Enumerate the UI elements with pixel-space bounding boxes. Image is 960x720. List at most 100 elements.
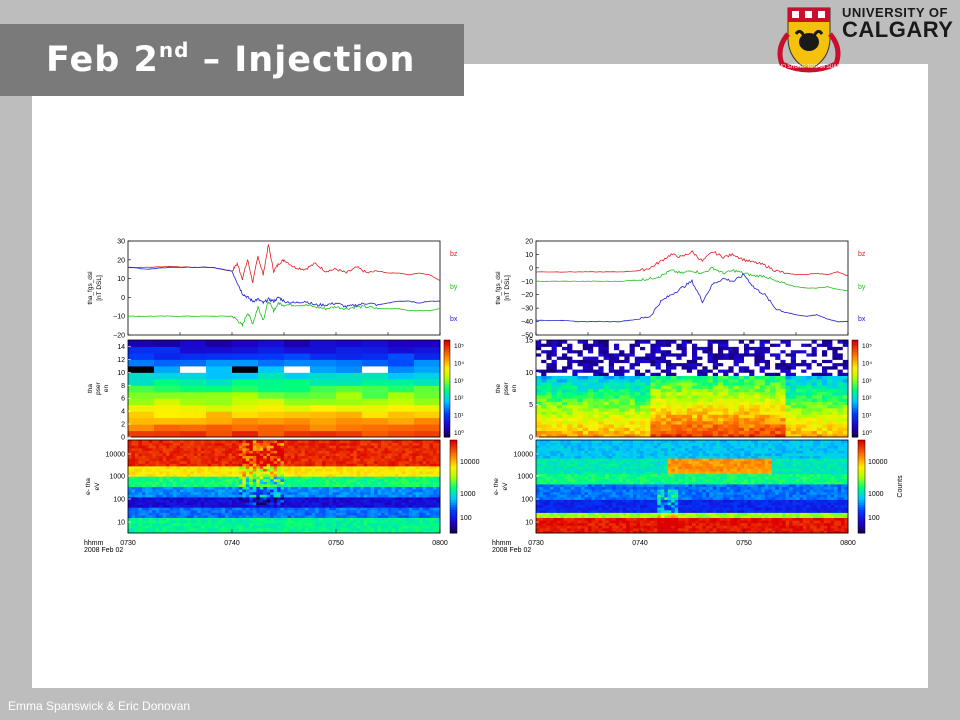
heatmap-cell	[775, 365, 781, 370]
heatmap-cell	[159, 455, 164, 459]
heatmap-cell	[155, 483, 160, 487]
slide-title: Feb 2nd – Injection	[46, 38, 416, 80]
heatmap-cell	[235, 458, 240, 462]
heatmap-cell	[676, 375, 683, 380]
heatmap-cell	[318, 473, 323, 477]
heatmap-cell	[718, 385, 724, 389]
heatmap-cell	[391, 455, 396, 459]
heatmap-cell	[332, 483, 337, 487]
heatmap-cell	[801, 417, 807, 422]
heatmap-cell	[270, 452, 275, 456]
heatmap-cell	[356, 517, 361, 521]
heatmap-cell	[159, 499, 164, 503]
heatmap-cell	[155, 509, 160, 513]
heatmap-cell	[780, 385, 787, 389]
heatmap-cell	[629, 362, 636, 367]
heatmap-cell	[145, 442, 150, 446]
heatmap-cell	[546, 433, 553, 438]
heatmap-cell	[723, 411, 729, 415]
heatmap-cell	[214, 471, 219, 475]
heatmap-cell	[796, 404, 802, 409]
heatmap-cell	[221, 489, 226, 493]
heatmap-cell	[270, 507, 275, 511]
heatmap-cell	[329, 489, 334, 493]
heatmap-cell	[277, 530, 282, 534]
heatmap-cell	[301, 440, 306, 444]
heatmap-cell	[329, 502, 334, 506]
heatmap-cell	[180, 452, 184, 456]
heatmap-cell	[697, 433, 703, 438]
heatmap-cell	[770, 362, 776, 367]
heatmap-cell	[180, 530, 184, 534]
heatmap-cell	[245, 471, 250, 475]
heatmap-cell	[816, 407, 823, 412]
heatmap-cell	[744, 433, 750, 438]
heatmap-cell	[381, 507, 386, 511]
heatmap-cell	[388, 404, 415, 412]
heatmap-cell	[567, 430, 573, 435]
heatmap-cell	[173, 496, 178, 500]
heatmap-cell	[790, 430, 797, 435]
heatmap-cell	[377, 458, 382, 462]
heatmap-cell	[384, 527, 389, 531]
heatmap-cell	[634, 395, 641, 399]
heatmap-cell	[655, 424, 662, 428]
heatmap-cell	[336, 359, 363, 367]
heatmap-cell	[603, 395, 610, 399]
heatmap-cell	[154, 424, 181, 432]
heatmap-cell	[266, 440, 271, 444]
colorbar-cell	[444, 412, 450, 416]
heatmap-cell	[391, 440, 396, 444]
heatmap-cell	[308, 447, 313, 451]
heatmap-cell	[634, 417, 641, 422]
colorbar-cell	[852, 412, 858, 416]
heatmap-cell	[169, 496, 174, 500]
heatmap-cell	[134, 440, 139, 444]
heatmap-cell	[169, 465, 174, 469]
heatmap-cell	[204, 483, 209, 487]
heatmap-cell	[259, 440, 264, 444]
heatmap-cell	[816, 346, 823, 351]
heatmap-cell	[166, 530, 171, 534]
heatmap-cell	[588, 401, 594, 406]
heatmap-cell	[681, 372, 688, 376]
heatmap-cell	[733, 340, 740, 344]
heatmap-cell	[141, 455, 146, 459]
heatmap-cell	[290, 460, 295, 464]
heatmap-cell	[377, 491, 382, 495]
heatmap-cell	[294, 460, 299, 464]
heatmap-cell	[232, 520, 236, 524]
heatmap-cell	[655, 404, 662, 409]
heatmap-cell	[572, 411, 579, 415]
heatmap-cell	[394, 478, 399, 482]
heatmap-cell	[718, 420, 724, 425]
heatmap-cell	[645, 340, 651, 344]
heatmap-cell	[388, 491, 392, 495]
heatmap-cell	[342, 452, 347, 456]
heatmap-cell	[308, 481, 313, 485]
heatmap-cell	[572, 414, 579, 419]
heatmap-cell	[325, 476, 330, 480]
heatmap-cell	[242, 494, 247, 498]
heatmap-cell	[325, 445, 330, 449]
heatmap-cell	[398, 527, 403, 531]
heatmap-cell	[764, 365, 771, 370]
heatmap-cell	[232, 359, 259, 367]
heatmap-cell	[214, 517, 219, 521]
heatmap-cell	[394, 517, 399, 521]
heatmap-cell	[336, 481, 340, 485]
heatmap-cell	[155, 471, 160, 475]
heatmap-cell	[325, 450, 330, 454]
heatmap-cell	[336, 450, 340, 454]
heatmap-cell	[336, 365, 363, 373]
heatmap-cell	[166, 527, 171, 531]
heatmap-cell	[733, 375, 740, 380]
heatmap-cell	[718, 343, 724, 347]
heatmap-cell	[624, 391, 631, 396]
heatmap-cell	[764, 417, 771, 422]
heatmap-cell	[166, 478, 171, 482]
heatmap-cell	[183, 458, 188, 462]
heatmap-cell	[297, 509, 302, 513]
heatmap-cell	[325, 486, 330, 490]
heatmap-cell	[249, 473, 254, 477]
